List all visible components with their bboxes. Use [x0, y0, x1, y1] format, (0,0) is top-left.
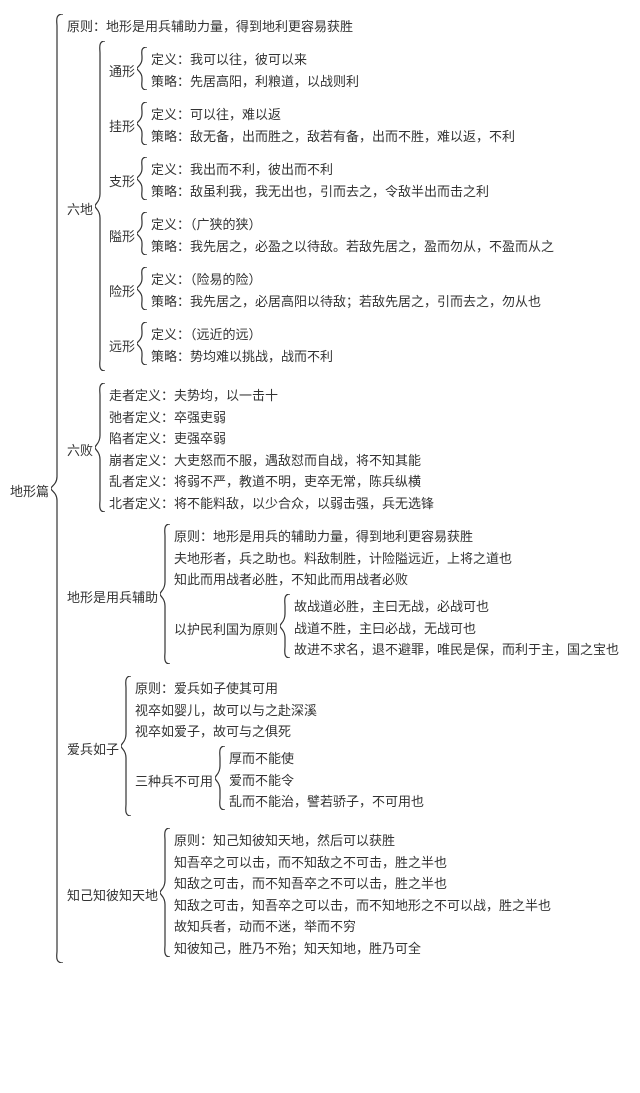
brace-icon	[137, 47, 147, 94]
leaf-line: 知彼知己，胜乃不殆；知天知地，胜乃可全	[174, 938, 551, 959]
root-children: 原则：地形是用兵辅助力量，得到地利更容易获胜六地通形定义：我可以往，彼可以来策略…	[63, 16, 619, 965]
leaf-line: 故进不求名，退不避罪，唯民是保，而利于主，国之宝也	[294, 639, 619, 660]
group-label: 通形	[109, 61, 137, 80]
leaf-line: 走者定义：夫势均，以一击十	[109, 385, 434, 406]
group-children: 原则：爱兵如子使其可用视卒如婴儿，故可以与之赴深溪视卒如爱子，故可与之俱死三种兵…	[131, 678, 424, 818]
tree-group: 险形定义：（险易的险）策略：我先居之，必居高阳以待敌；若敌先居之，引而去之，勿从…	[109, 267, 554, 314]
brace-icon	[95, 383, 105, 516]
group-children: 定义：可以往，难以返策略：敌无备，出而胜之，敌若有备，出而不胜，难以返，不利	[147, 104, 515, 147]
group-label: 远形	[109, 336, 137, 355]
tree-group: 隘形定义：（广狭的狭）策略：我先居之，必盈之以待敌。若敌先居之，盈而勿从，不盈而…	[109, 212, 554, 259]
leaf-line: 策略：先居高阳，利粮道，以战则利	[151, 71, 359, 92]
group-label: 险形	[109, 281, 137, 300]
tree-group: 三种兵不可用厚而不能使爱而不能令乱而不能治，譬若骄子，不可用也	[135, 746, 424, 814]
brace-icon	[95, 41, 105, 375]
leaf-line: 知此而用战者必胜，不知此而用战者必败	[174, 569, 619, 590]
brace-icon	[280, 594, 290, 662]
leaf-line: 视卒如婴儿，故可以与之赴深溪	[135, 700, 424, 721]
tree-group: 爱兵如子原则：爱兵如子使其可用视卒如婴儿，故可以与之赴深溪视卒如爱子，故可与之俱…	[67, 676, 619, 820]
group-label: 知己知彼知天地	[67, 885, 160, 904]
group-children: 故战道必胜，主曰无战，必战可也战道不胜，主曰必战，无战可也故进不求名，退不避罪，…	[290, 596, 619, 660]
tree-group: 六败走者定义：夫势均，以一击十弛者定义：卒强吏弱陷者定义：吏强卒弱崩者定义：大吏…	[67, 383, 619, 516]
leaf-line: 定义：（远近的远）	[151, 324, 333, 345]
leaf-line: 原则：知己知彼知天地，然后可以获胜	[174, 830, 551, 851]
root-label: 地形篇	[10, 481, 51, 500]
group-label: 以护民利国为原则	[174, 619, 280, 638]
group-label: 六地	[67, 199, 95, 218]
leaf-line: 原则：地形是用兵辅助力量，得到地利更容易获胜	[67, 16, 619, 37]
leaf-line: 原则：爱兵如子使其可用	[135, 678, 424, 699]
leaf-line: 战道不胜，主曰必战，无战可也	[294, 618, 619, 639]
leaf-line: 知敌之可击，而不知吾卒之不可以击，胜之半也	[174, 873, 551, 894]
leaf-line: 厚而不能使	[229, 748, 424, 769]
leaf-line: 定义：（广狭的狭）	[151, 214, 554, 235]
tree-group: 支形定义：我出而不利，彼出而不利策略：敌虽利我，我无出也，引而去之，令敌半出而击…	[109, 157, 554, 204]
group-children: 原则：地形是用兵的辅助力量，得到地利更容易获胜夫地形者，兵之助也。料敌制胜，计险…	[170, 526, 619, 666]
group-children: 通形定义：我可以往，彼可以来策略：先居高阳，利粮道，以战则利挂形定义：可以往，难…	[105, 43, 554, 373]
leaf-line: 知敌之可击，知吾卒之可以击，而不知地形之不可以战，胜之半也	[174, 895, 551, 916]
group-children: 定义：（远近的远）策略：势均难以挑战，战而不利	[147, 324, 333, 367]
group-label: 支形	[109, 171, 137, 190]
group-label: 六败	[67, 440, 95, 459]
tree-group: 知己知彼知天地原则：知己知彼知天地，然后可以获胜知吾卒之可以击，而不知敌之不可击…	[67, 828, 619, 961]
leaf-line: 策略：势均难以挑战，战而不利	[151, 346, 333, 367]
tree-group: 地形是用兵辅助原则：地形是用兵的辅助力量，得到地利更容易获胜夫地形者，兵之助也。…	[67, 524, 619, 668]
leaf-line: 定义：（险易的险）	[151, 269, 541, 290]
brace-icon	[137, 102, 147, 149]
leaf-line: 陷者定义：吏强卒弱	[109, 428, 434, 449]
tree-group: 六地通形定义：我可以往，彼可以来策略：先居高阳，利粮道，以战则利挂形定义：可以往…	[67, 41, 619, 375]
brace-icon	[137, 322, 147, 369]
tree-root: 地形篇原则：地形是用兵辅助力量，得到地利更容易获胜六地通形定义：我可以往，彼可以…	[10, 14, 630, 967]
group-label: 地形是用兵辅助	[67, 587, 160, 606]
leaf-line: 定义：可以往，难以返	[151, 104, 515, 125]
group-children: 厚而不能使爱而不能令乱而不能治，譬若骄子，不可用也	[225, 748, 424, 812]
leaf-line: 原则：地形是用兵的辅助力量，得到地利更容易获胜	[174, 526, 619, 547]
brace-icon	[160, 828, 170, 961]
tree-group: 远形定义：（远近的远）策略：势均难以挑战，战而不利	[109, 322, 554, 369]
leaf-line: 定义：我出而不利，彼出而不利	[151, 159, 489, 180]
leaf-line: 乱者定义：将弱不严，教道不明，吏卒无常，陈兵纵横	[109, 471, 434, 492]
leaf-line: 视卒如爱子，故可与之俱死	[135, 721, 424, 742]
group-label: 爱兵如子	[67, 739, 121, 758]
leaf-line: 北者定义：将不能料敌，以少合众，以弱击强，兵无选锋	[109, 493, 434, 514]
leaf-line: 定义：我可以往，彼可以来	[151, 49, 359, 70]
leaf-line: 故知兵者，动而不迷，举而不穷	[174, 916, 551, 937]
leaf-line: 故战道必胜，主曰无战，必战可也	[294, 596, 619, 617]
leaf-line: 崩者定义：大吏怒而不服，遇敌怼而自战，将不知其能	[109, 450, 434, 471]
brace-icon	[51, 14, 63, 967]
brace-icon	[137, 157, 147, 204]
group-children: 定义：（广狭的狭）策略：我先居之，必盈之以待敌。若敌先居之，盈而勿从，不盈而从之	[147, 214, 554, 257]
leaf-line: 知吾卒之可以击，而不知敌之不可击，胜之半也	[174, 852, 551, 873]
group-children: 走者定义：夫势均，以一击十弛者定义：卒强吏弱陷者定义：吏强卒弱崩者定义：大吏怒而…	[105, 385, 434, 514]
tree-group: 以护民利国为原则故战道必胜，主曰无战，必战可也战道不胜，主曰必战，无战可也故进不…	[174, 594, 619, 662]
leaf-line: 爱而不能令	[229, 770, 424, 791]
group-label: 三种兵不可用	[135, 771, 215, 790]
group-children: 定义：我可以往，彼可以来策略：先居高阳，利粮道，以战则利	[147, 49, 359, 92]
brace-icon	[215, 746, 225, 814]
tree-group: 通形定义：我可以往，彼可以来策略：先居高阳，利粮道，以战则利	[109, 47, 554, 94]
group-children: 定义：（险易的险）策略：我先居之，必居高阳以待敌；若敌先居之，引而去之，勿从也	[147, 269, 541, 312]
group-children: 定义：我出而不利，彼出而不利策略：敌虽利我，我无出也，引而去之，令敌半出而击之利	[147, 159, 489, 202]
leaf-line: 策略：我先居之，必居高阳以待敌；若敌先居之，引而去之，勿从也	[151, 291, 541, 312]
leaf-line: 策略：我先居之，必盈之以待敌。若敌先居之，盈而勿从，不盈而从之	[151, 236, 554, 257]
leaf-line: 乱而不能治，譬若骄子，不可用也	[229, 791, 424, 812]
group-children: 原则：知己知彼知天地，然后可以获胜知吾卒之可以击，而不知敌之不可击，胜之半也知敌…	[170, 830, 551, 959]
leaf-line: 策略：敌无备，出而胜之，敌若有备，出而不胜，难以返，不利	[151, 126, 515, 147]
brace-icon	[160, 524, 170, 668]
brace-icon	[137, 212, 147, 259]
group-label: 隘形	[109, 226, 137, 245]
leaf-line: 策略：敌虽利我，我无出也，引而去之，令敌半出而击之利	[151, 181, 489, 202]
leaf-line: 夫地形者，兵之助也。料敌制胜，计险隘远近，上将之道也	[174, 548, 619, 569]
leaf-line: 弛者定义：卒强吏弱	[109, 407, 434, 428]
brace-icon	[121, 676, 131, 820]
tree-group: 挂形定义：可以往，难以返策略：敌无备，出而胜之，敌若有备，出而不胜，难以返，不利	[109, 102, 554, 149]
group-label: 挂形	[109, 116, 137, 135]
brace-icon	[137, 267, 147, 314]
